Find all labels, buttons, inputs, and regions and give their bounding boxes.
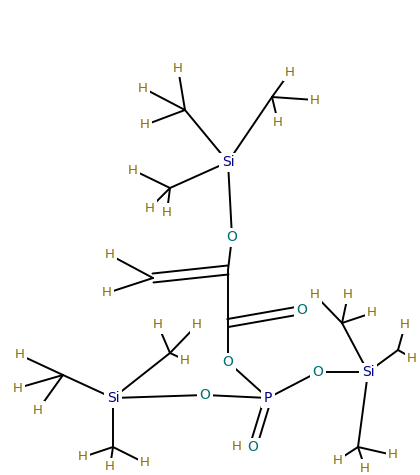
Text: H: H — [192, 319, 202, 332]
Text: O: O — [312, 365, 323, 379]
Text: H: H — [180, 353, 190, 367]
Text: H: H — [333, 454, 343, 466]
Text: Si: Si — [362, 365, 374, 379]
Text: O: O — [226, 230, 237, 244]
Text: H: H — [78, 450, 88, 464]
Text: H: H — [360, 462, 370, 475]
Text: H: H — [105, 460, 115, 474]
Text: H: H — [343, 288, 353, 302]
Text: O: O — [200, 388, 210, 402]
Text: O: O — [297, 303, 307, 317]
Text: O: O — [247, 440, 258, 454]
Text: H: H — [285, 66, 295, 78]
Text: H: H — [140, 456, 150, 469]
Text: H: H — [407, 352, 417, 364]
Text: H: H — [367, 306, 377, 320]
Text: H: H — [162, 206, 172, 219]
Text: H: H — [400, 319, 410, 332]
Text: H: H — [232, 440, 242, 454]
Text: H: H — [140, 118, 150, 132]
Text: H: H — [128, 163, 138, 177]
Text: H: H — [33, 403, 43, 417]
Text: H: H — [310, 94, 320, 106]
Text: H: H — [310, 288, 320, 302]
Text: H: H — [105, 248, 115, 262]
Text: H: H — [388, 448, 398, 462]
Text: H: H — [173, 61, 183, 75]
Text: P: P — [264, 391, 272, 405]
Text: O: O — [223, 355, 234, 369]
Text: H: H — [15, 349, 25, 361]
Text: H: H — [102, 286, 112, 300]
Text: H: H — [13, 381, 23, 395]
Text: H: H — [153, 319, 163, 332]
Text: Si: Si — [222, 155, 234, 169]
Text: H: H — [273, 115, 283, 129]
Text: H: H — [145, 201, 155, 215]
Text: Si: Si — [107, 391, 119, 405]
Text: H: H — [138, 82, 148, 95]
